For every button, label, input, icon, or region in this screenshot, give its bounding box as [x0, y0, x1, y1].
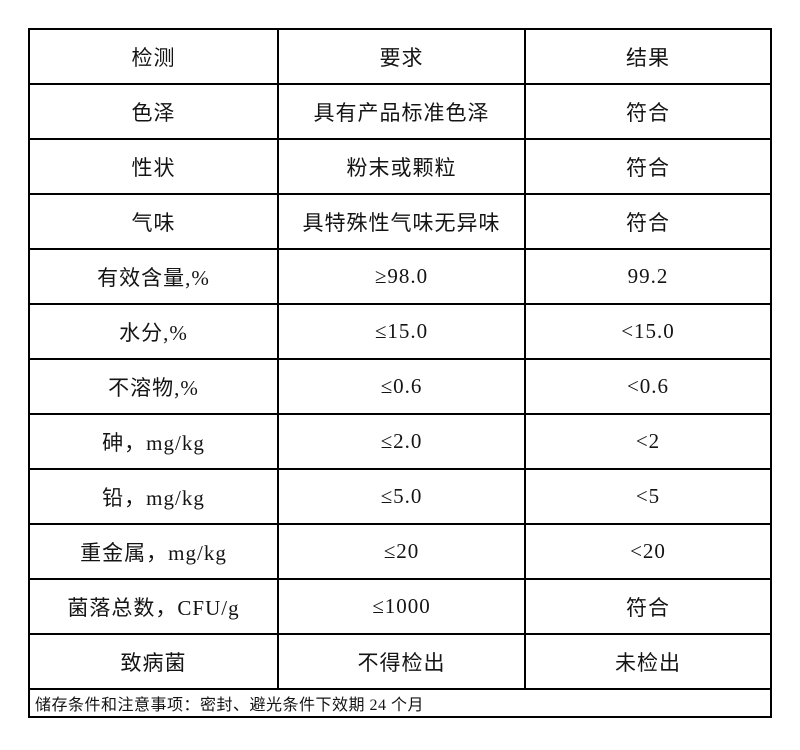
requirement-cell: ≤15.0: [277, 303, 526, 360]
table-row: 检测 要求 结果: [28, 28, 772, 85]
result-cell: <5: [524, 468, 772, 525]
test-item-cell: 性状: [28, 138, 279, 195]
table-row: 气味 具特殊性气味无异味 符合: [28, 193, 772, 250]
test-item-cell: 色泽: [28, 83, 279, 140]
table-row: 水分,% ≤15.0 <15.0: [28, 303, 772, 360]
test-item-cell: 水分,%: [28, 303, 279, 360]
requirement-cell: 粉末或颗粒: [277, 138, 526, 195]
result-cell: <15.0: [524, 303, 772, 360]
test-item-cell: 不溶物,%: [28, 358, 279, 415]
table-row: 色泽 具有产品标准色泽 符合: [28, 83, 772, 140]
table-row: 储存条件和注意事项：密封、避光条件下效期 24 个月: [28, 688, 772, 718]
requirement-cell: ≤2.0: [277, 413, 526, 470]
requirement-cell: ≤0.6: [277, 358, 526, 415]
table-row: 致病菌 不得检出 未检出: [28, 633, 772, 690]
table-row: 铅，mg/kg ≤5.0 <5: [28, 468, 772, 525]
result-cell: 符合: [524, 138, 772, 195]
storage-note: 储存条件和注意事项：密封、避光条件下效期 24 个月: [28, 688, 772, 718]
test-item-cell: 有效含量,%: [28, 248, 279, 305]
test-item-cell: 气味: [28, 193, 279, 250]
table-row: 重金属，mg/kg ≤20 <20: [28, 523, 772, 580]
test-item-cell: 致病菌: [28, 633, 279, 690]
requirement-cell: ≥98.0: [277, 248, 526, 305]
test-item-cell: 铅，mg/kg: [28, 468, 279, 525]
table-footer-row: 储存条件和注意事项：密封、避光条件下效期 24 个月: [28, 688, 772, 718]
requirement-cell: ≤5.0: [277, 468, 526, 525]
header-cell-item: 检测: [28, 28, 279, 85]
header-cell-result: 结果: [524, 28, 772, 85]
result-cell: 符合: [524, 578, 772, 635]
result-cell: <20: [524, 523, 772, 580]
test-item-cell: 砷，mg/kg: [28, 413, 279, 470]
inspection-table: 检测 要求 结果 色泽 具有产品标准色泽 符合 性状 粉末或颗粒 符合 气味 具…: [28, 28, 772, 718]
result-cell: 未检出: [524, 633, 772, 690]
result-cell: <0.6: [524, 358, 772, 415]
test-item-cell: 菌落总数，CFU/g: [28, 578, 279, 635]
table-row: 性状 粉末或颗粒 符合: [28, 138, 772, 195]
table-row: 不溶物,% ≤0.6 <0.6: [28, 358, 772, 415]
result-cell: <2: [524, 413, 772, 470]
requirement-cell: ≤1000: [277, 578, 526, 635]
result-cell: 符合: [524, 83, 772, 140]
result-cell: 符合: [524, 193, 772, 250]
table-row: 菌落总数，CFU/g ≤1000 符合: [28, 578, 772, 635]
table-row: 有效含量,% ≥98.0 99.2: [28, 248, 772, 305]
requirement-cell: ≤20: [277, 523, 526, 580]
table-row: 砷，mg/kg ≤2.0 <2: [28, 413, 772, 470]
table-header-row: 检测 要求 结果: [28, 28, 772, 85]
requirement-cell: 具特殊性气味无异味: [277, 193, 526, 250]
result-cell: 99.2: [524, 248, 772, 305]
requirement-cell: 不得检出: [277, 633, 526, 690]
requirement-cell: 具有产品标准色泽: [277, 83, 526, 140]
header-cell-requirement: 要求: [277, 28, 526, 85]
test-item-cell: 重金属，mg/kg: [28, 523, 279, 580]
